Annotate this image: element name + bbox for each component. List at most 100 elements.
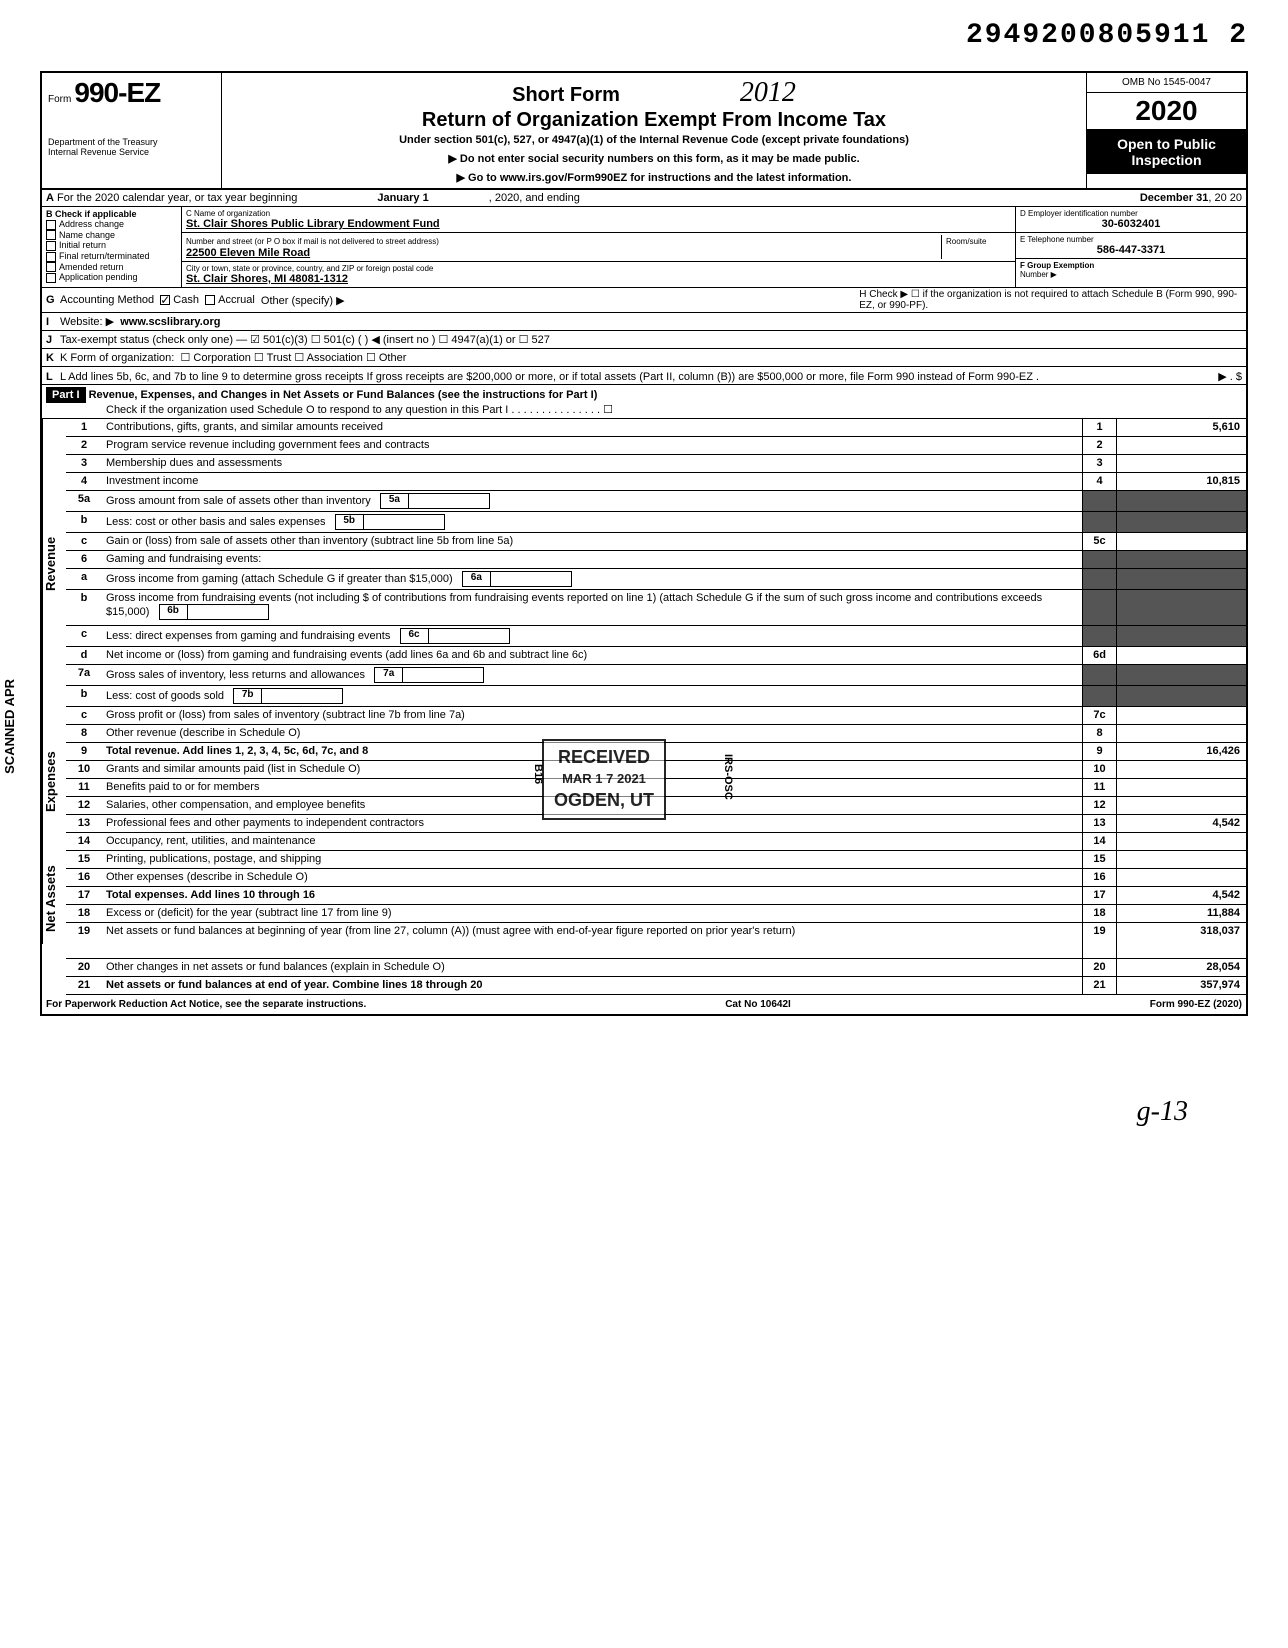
section-b: B Check if applicable Address changeName… (42, 207, 182, 287)
section-d: D Employer identification number 30-6032… (1016, 207, 1246, 287)
table-row: 1Contributions, gifts, grants, and simil… (66, 419, 1246, 437)
table-row: 15Printing, publications, postage, and s… (66, 851, 1246, 869)
line-a-text: For the 2020 calendar year, or tax year … (57, 192, 297, 204)
line-l-text: L Add lines 5b, 6c, and 7b to line 9 to … (60, 371, 1218, 383)
line-j-opts: ☑ 501(c)(3) ☐ 501(c) ( ) ◀ (insert no ) … (250, 333, 550, 346)
section-b-item: Initial return (46, 240, 177, 251)
section-b-item: Application pending (46, 272, 177, 283)
line-g-i-row: G G Accounting Method Accounting Method … (42, 288, 1246, 313)
line-a-begin: January 1 (377, 192, 428, 204)
scanned-stamp: SCANNED APR (2, 679, 17, 774)
table-row: aGross income from gaming (attach Schedu… (66, 569, 1246, 590)
table-row: 6Gaming and fundraising events: (66, 551, 1246, 569)
city-value: St. Clair Shores, MI 48081-1312 (186, 273, 348, 285)
table-row: cGross profit or (loss) from sales of in… (66, 707, 1246, 725)
group-label-2: Number ▶ (1020, 270, 1057, 279)
received-stamp: RECEIVED MAR 1 7 2021 OGDEN, UT (542, 739, 666, 820)
return-title: Return of Organization Exempt From Incom… (230, 109, 1078, 132)
header-right: OMB No 1545-0047 2020 Open to Public Ins… (1086, 73, 1246, 188)
instr-1: ▶ Do not enter social security numbers o… (230, 152, 1078, 165)
section-c: C Name of organization St. Clair Shores … (182, 207, 1016, 287)
table-row: 20Other changes in net assets or fund ba… (66, 959, 1246, 977)
checkbox[interactable] (46, 241, 56, 251)
line-g-text: Accounting Method (60, 294, 154, 306)
table-row: cLess: direct expenses from gaming and f… (66, 626, 1246, 647)
omb-number: OMB No 1545-0047 (1087, 73, 1246, 93)
website-value: www.scslibrary.org (120, 316, 220, 328)
table-row: bLess: cost of goods sold 7b (66, 686, 1246, 707)
open-inspection: Open to Public Inspection (1087, 130, 1246, 174)
line-i-label: Website: ▶ (60, 315, 114, 328)
line-a-end: December 31 (1140, 192, 1209, 204)
line-i: IWebsite: ▶ www.scslibrary.org (42, 313, 1246, 331)
line-j: JTax-exempt status (check only one) — ☑ … (42, 331, 1246, 349)
table-row: 21Net assets or fund balances at end of … (66, 977, 1246, 995)
short-form-title: Short Form (512, 84, 620, 107)
cash-checkbox[interactable] (160, 295, 170, 305)
form-container: Form 990-EZ Department of the Treasury I… (40, 71, 1248, 1016)
footer-left: For Paperwork Reduction Act Notice, see … (46, 999, 366, 1010)
checkbox[interactable] (46, 262, 56, 272)
form-footer: For Paperwork Reduction Act Notice, see … (42, 995, 1246, 1014)
section-b-item: Amended return (46, 262, 177, 273)
table-row: 7aGross sales of inventory, less returns… (66, 665, 1246, 686)
accrual-checkbox[interactable] (205, 295, 215, 305)
phone-label: E Telephone number (1020, 235, 1094, 244)
form-prefix: Form (48, 94, 71, 105)
table-row: 5aGross amount from sale of assets other… (66, 491, 1246, 512)
cash-label: Cash (173, 294, 199, 306)
group-label-1: F Group Exemption (1020, 261, 1094, 270)
line-a-mid: , 2020, and ending (489, 192, 580, 204)
main-table: SCANNED APR RECEIVED MAR 1 7 2021 OGDEN,… (42, 419, 1246, 995)
table-row: bGross income from fundraising events (n… (66, 590, 1246, 626)
stamp-received: RECEIVED (554, 745, 654, 770)
expenses-label: Expenses (42, 709, 66, 854)
phone-value: 586-447-3371 (1020, 244, 1242, 256)
table-row: 2Program service revenue including gover… (66, 437, 1246, 455)
line-g-letter: G (46, 294, 60, 306)
line-j-label: Tax-exempt status (check only one) — (60, 334, 250, 346)
street-value: 22500 Eleven Mile Road (186, 247, 310, 259)
checkbox[interactable] (46, 273, 56, 283)
header-center: Short Form 2012 Return of Organization E… (222, 73, 1086, 188)
part-1-header: Part I Revenue, Expenses, and Changes in… (42, 385, 1246, 419)
room-label: Room/suite (946, 237, 986, 246)
line-l: L L Add lines 5b, 6c, and 7b to line 9 t… (42, 367, 1246, 385)
form-year: 2020 (1087, 93, 1246, 130)
part-1-label: Part I (46, 387, 86, 403)
table-row: 3Membership dues and assessments3 (66, 455, 1246, 473)
stamp-irs: IRS-OSC (722, 754, 734, 800)
part-1-title: Revenue, Expenses, and Changes in Net As… (89, 389, 598, 401)
line-k: KK Form of organization: ☐ Corporation ☐… (42, 349, 1246, 367)
org-name: St. Clair Shores Public Library Endowmen… (186, 218, 440, 230)
stamp-ogden: OGDEN, UT (554, 788, 654, 813)
other-label: Other (specify) ▶ (261, 294, 345, 307)
section-b-item: Name change (46, 230, 177, 241)
table-row: 19Net assets or fund balances at beginni… (66, 923, 1246, 959)
instr-2: ▶ Go to www.irs.gov/Form990EZ for instru… (230, 171, 1078, 184)
subtitle: Under section 501(c), 527, or 4947(a)(1)… (230, 134, 1078, 146)
checkbox[interactable] (46, 252, 56, 262)
form-id-box: Form 990-EZ Department of the Treasury I… (42, 73, 222, 188)
city-label: City or town, state or province, country… (186, 264, 433, 273)
table-row: 16Other expenses (describe in Schedule O… (66, 869, 1246, 887)
table-row: cGain or (loss) from sale of assets othe… (66, 533, 1246, 551)
checkbox[interactable] (46, 220, 56, 230)
form-number: 990-EZ (74, 77, 160, 108)
accrual-label: Accrual (218, 294, 255, 306)
hand-year: 2012 (740, 77, 796, 109)
revenue-label: Revenue (42, 419, 66, 709)
stamp-date: MAR 1 7 2021 (554, 770, 654, 788)
line-a: A For the 2020 calendar year, or tax yea… (42, 190, 1246, 207)
section-c-label: C Name of organization (186, 209, 270, 218)
section-b-label: B Check if applicable (46, 209, 137, 219)
line-k-label: K Form of organization: (60, 352, 174, 364)
footer-right: Form 990-EZ (2020) (1150, 999, 1242, 1010)
info-grid: B Check if applicable Address changeName… (42, 207, 1246, 288)
table-row: 17Total expenses. Add lines 10 through 1… (66, 887, 1246, 905)
table-row: dNet income or (loss) from gaming and fu… (66, 647, 1246, 665)
table-row: 18Excess or (deficit) for the year (subt… (66, 905, 1246, 923)
checkbox[interactable] (46, 230, 56, 240)
part-1-check: Check if the organization used Schedule … (106, 404, 613, 416)
footer-mid: Cat No 10642I (725, 999, 791, 1010)
